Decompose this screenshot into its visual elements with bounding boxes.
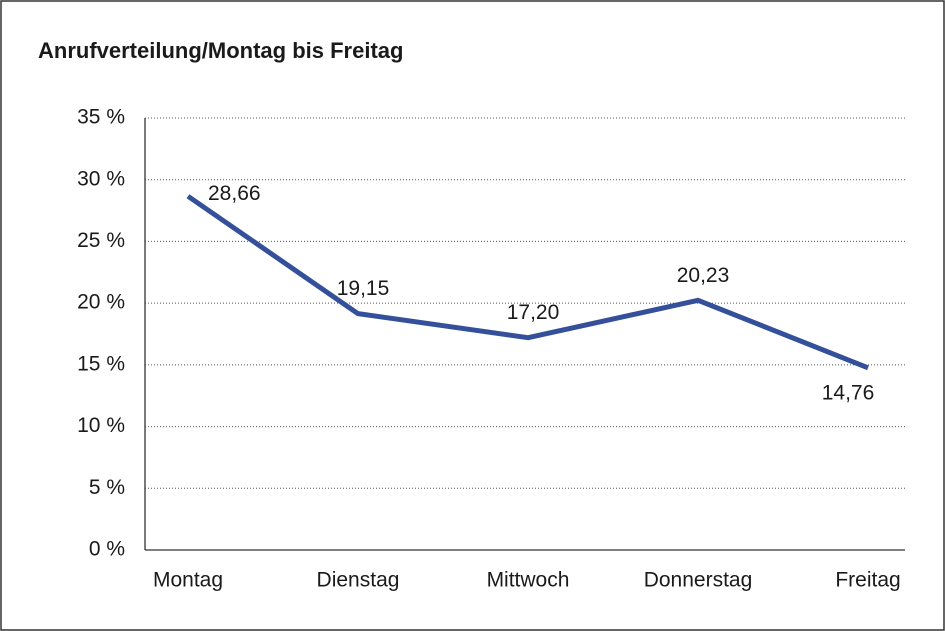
y-tick-label: 30 % [77,167,125,190]
data-line [186,194,869,371]
data-label: 17,20 [507,301,560,324]
x-tick-label: Montag [153,569,223,592]
chart-title: Anrufverteilung/Montag bis Freitag [38,38,403,63]
data-label: 28,66 [208,182,261,205]
y-tick-label: 25 % [77,229,125,252]
x-tick-label: Mittwoch [487,569,570,592]
y-tick-label: 20 % [77,291,125,314]
y-tick-label: 35 % [77,106,125,129]
y-tick-label: 10 % [77,414,125,437]
x-tick-label: Freitag [835,569,900,592]
y-tick-label: 0 % [89,538,125,561]
x-tick-label: Dienstag [317,569,400,592]
y-tick-label: 15 % [77,352,125,375]
data-label: 14,76 [822,381,875,404]
data-label: 20,23 [677,264,730,287]
x-tick-label: Donnerstag [644,569,753,592]
y-tick-label: 5 % [89,476,125,499]
data-label: 19,15 [337,277,390,300]
